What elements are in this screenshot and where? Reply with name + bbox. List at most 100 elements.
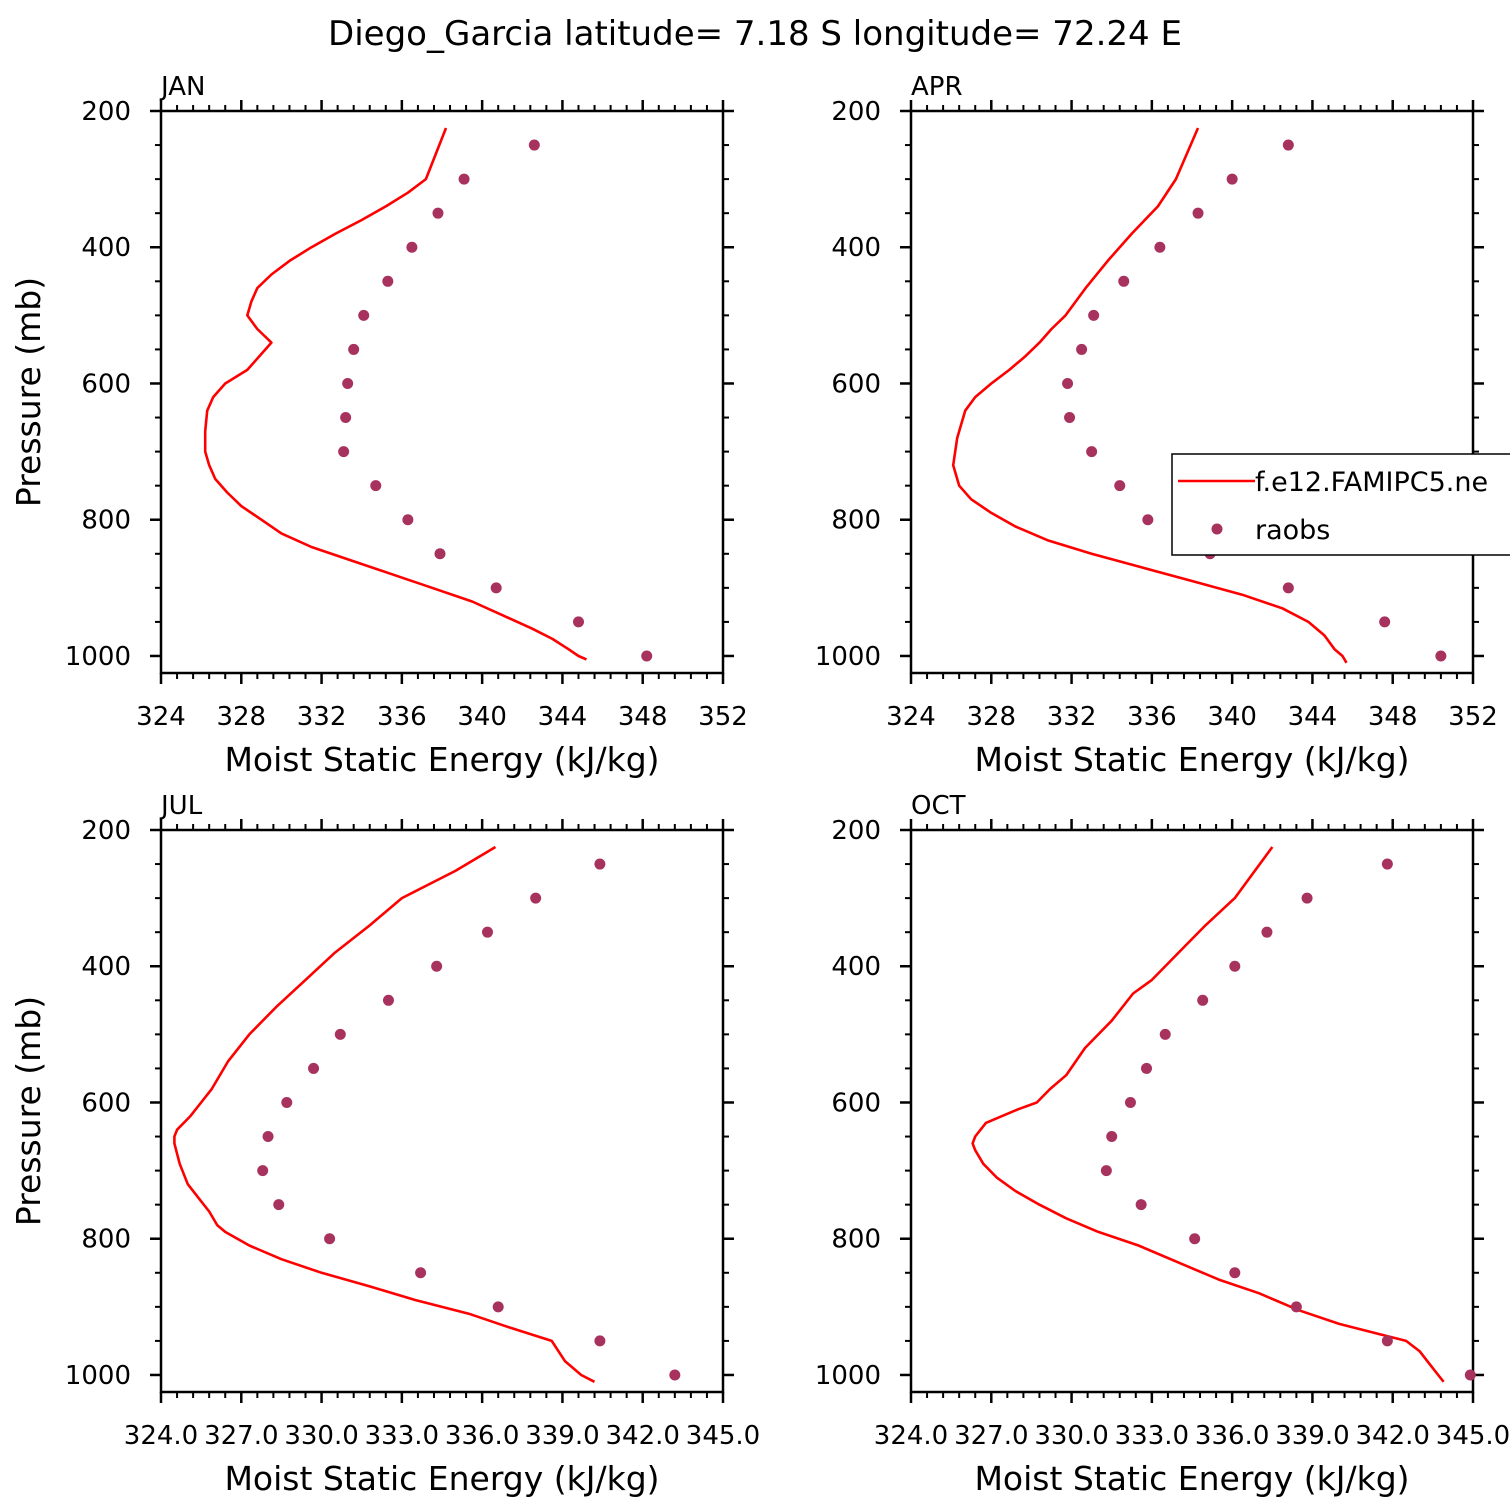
x-tick-label: 344	[1288, 702, 1338, 732]
y-tick-label: 1000	[815, 642, 881, 672]
x-tick-label: 344	[538, 702, 588, 732]
x-tick-label: 345.0	[1436, 1421, 1510, 1451]
y-tick-label: 400	[81, 952, 131, 982]
raobs-point	[1114, 480, 1126, 492]
y-axis-label: Pressure (mb)	[9, 996, 48, 1226]
raobs-point	[1229, 960, 1241, 972]
raobs-point	[340, 412, 352, 424]
panel-title: OCT	[911, 791, 966, 821]
raobs-point	[1381, 858, 1393, 870]
legend-label-raobs: raobs	[1255, 515, 1330, 546]
raobs-point	[528, 139, 540, 151]
raobs-point	[1142, 514, 1154, 526]
raobs-point	[370, 480, 382, 492]
x-tick-label: 333.0	[1115, 1421, 1189, 1451]
x-tick-label: 324.0	[874, 1421, 948, 1451]
raobs-point	[1229, 1267, 1241, 1279]
x-axis-label: Moist Static Energy (kJ/kg)	[974, 1459, 1409, 1498]
raobs-point	[324, 1233, 336, 1245]
x-tick-label: 352	[698, 702, 748, 732]
panel-jan: JAN 324 328 332 336 340 344 348 352 200 400 600 800 1…	[9, 72, 748, 779]
x-tick-label: 327.0	[204, 1421, 278, 1451]
raobs-point	[262, 1131, 274, 1143]
raobs-point	[308, 1062, 320, 1074]
raobs-point	[1290, 1301, 1302, 1313]
x-tick-label: 348	[1368, 702, 1418, 732]
y-tick-label: 600	[81, 1088, 131, 1118]
raobs-point	[1282, 139, 1294, 151]
x-tick-label: 324	[886, 702, 936, 732]
raobs-point	[490, 582, 502, 594]
panel-title: APR	[911, 72, 963, 102]
raobs-point	[1100, 1165, 1112, 1177]
y-tick-label: 800	[831, 1225, 881, 1255]
x-tick-label: 348	[618, 702, 668, 732]
model-profile-line	[951, 127, 1348, 664]
raobs-point	[1464, 1369, 1476, 1381]
raobs-point	[434, 548, 446, 560]
y-tick-label: 400	[831, 952, 881, 982]
x-tick-label: 336.0	[1195, 1421, 1269, 1451]
x-tick-label: 342.0	[605, 1421, 679, 1451]
raobs-point	[415, 1267, 427, 1279]
x-tick-label: 327.0	[954, 1421, 1028, 1451]
raobs-point	[1062, 377, 1074, 389]
raobs-point	[641, 650, 653, 662]
x-axis-label: Moist Static Energy (kJ/kg)	[224, 1459, 659, 1498]
plot-frame	[909, 828, 1475, 1394]
y-tick-label: 800	[831, 506, 881, 536]
figure-title: Diego_Garcia latitude= 7.18 S longitude=…	[328, 14, 1182, 54]
y-tick-label: 200	[81, 97, 131, 127]
raobs-point	[273, 1199, 285, 1211]
legend-marker-swatch	[1211, 523, 1223, 535]
raobs-point	[492, 1301, 504, 1313]
raobs-point	[481, 926, 493, 938]
raobs-point	[431, 960, 443, 972]
raobs-point	[1088, 309, 1100, 321]
raobs-point	[358, 309, 370, 321]
raobs-point	[1301, 892, 1313, 904]
raobs-point	[594, 858, 606, 870]
x-tick-label: 352	[1448, 702, 1498, 732]
x-tick-label: 336.0	[445, 1421, 519, 1451]
panel-title: JAN	[159, 72, 205, 102]
x-axis-label: Moist Static Energy (kJ/kg)	[974, 740, 1409, 779]
x-tick-label: 336	[1127, 702, 1177, 732]
raobs-point	[572, 616, 584, 628]
raobs-point	[334, 1028, 346, 1040]
raobs-point	[432, 207, 444, 219]
raobs-point	[1282, 582, 1294, 594]
raobs-point	[1141, 1062, 1153, 1074]
raobs-point	[1154, 241, 1166, 253]
raobs-point	[382, 994, 394, 1006]
raobs-point	[1135, 1199, 1147, 1211]
plot-frame	[159, 109, 725, 675]
x-tick-label: 332	[1047, 702, 1097, 732]
y-tick-label: 200	[831, 97, 881, 127]
y-tick-label: 600	[81, 369, 131, 399]
raobs-point	[594, 1335, 606, 1347]
panels: JAN 324 328 332 336 340 344 348 352 200 400 600 800 1…	[9, 72, 1510, 1498]
y-tick-label: 800	[81, 1225, 131, 1255]
x-tick-label: 340	[457, 702, 507, 732]
raobs-point	[1086, 446, 1098, 458]
raobs-point	[406, 241, 418, 253]
plot-frame	[909, 109, 1475, 675]
raobs-point	[1106, 1131, 1118, 1143]
panel-oct: OCT 324.0 327.0 330.0 333.0 336.0 339.0 342.0 34…	[815, 791, 1510, 1498]
y-tick-label: 1000	[65, 1361, 131, 1391]
y-tick-label: 600	[831, 369, 881, 399]
x-tick-label: 342.0	[1355, 1421, 1429, 1451]
panel-title: JUL	[159, 791, 203, 821]
raobs-point	[281, 1096, 293, 1108]
raobs-point	[1435, 650, 1447, 662]
raobs-point	[1159, 1028, 1171, 1040]
raobs-point	[530, 892, 542, 904]
raobs-point	[1118, 275, 1130, 287]
raobs-point	[338, 446, 350, 458]
legend: f.e12.FAMIPC5.ne raobs	[1171, 453, 1510, 556]
raobs-point	[1226, 173, 1238, 185]
y-tick-label: 1000	[815, 1361, 881, 1391]
y-tick-label: 600	[831, 1088, 881, 1118]
raobs-point	[382, 275, 394, 287]
